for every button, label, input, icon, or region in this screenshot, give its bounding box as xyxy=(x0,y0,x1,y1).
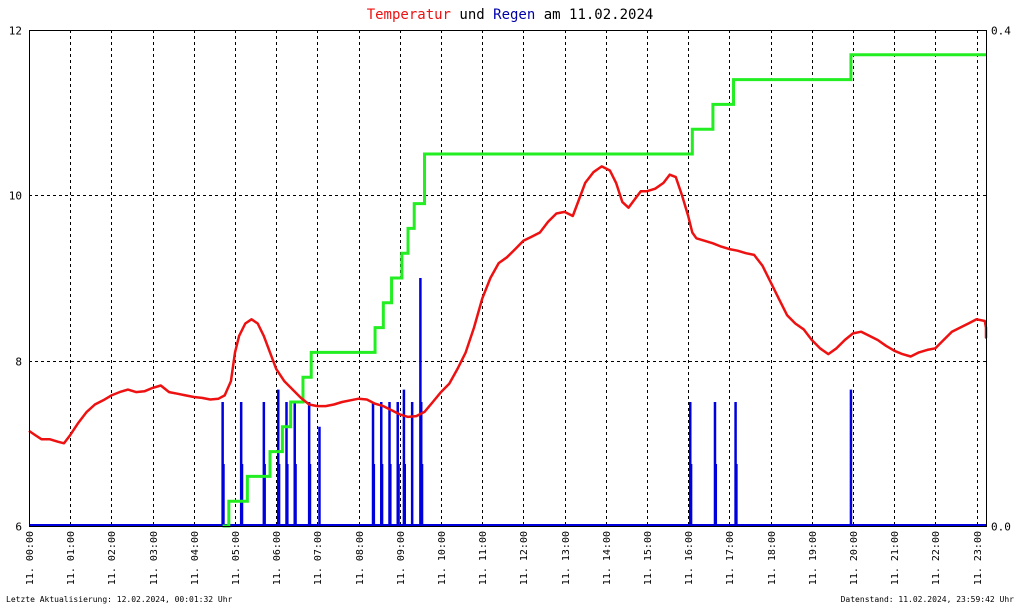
plot-frame xyxy=(29,30,987,527)
x-tick-label: 11. 17:00 xyxy=(725,531,736,585)
title-regen: Regen xyxy=(493,7,535,23)
y-left-tick-label: 8 xyxy=(15,356,22,369)
y-right-tick-label: 0.4 xyxy=(991,25,1011,38)
footer-data-status: Datenstand: 11.02.2024, 23:59:42 Uhr xyxy=(841,595,1015,604)
title-temperatur: Temperatur xyxy=(367,7,451,23)
x-tick-label: 11. 23:00 xyxy=(973,531,984,585)
x-tick-label: 11. 08:00 xyxy=(355,531,366,585)
rain-cumulative-line xyxy=(222,53,986,528)
x-tick-label: 11. 21:00 xyxy=(890,531,901,585)
x-tick-label: 11. 22:00 xyxy=(931,531,942,585)
chart-title: Temperatur und Regen am 11.02.2024 xyxy=(367,7,654,23)
tick-label-layer: 11. 00:00 11. 01:00 11. 02:00 11. 03:00 11. … xyxy=(9,25,1011,586)
footer-last-update: Letzte Aktualisierung: 12.02.2024, 00:01… xyxy=(6,595,233,604)
y-right-tick-label: 0.0 xyxy=(991,521,1011,534)
x-tick-label: 11. 05:00 xyxy=(231,531,242,585)
x-tick-label: 11. 01:00 xyxy=(66,531,77,585)
y-left-tick-label: 12 xyxy=(9,25,22,38)
x-tick-label: 11. 20:00 xyxy=(849,531,860,585)
grid-layer xyxy=(29,30,986,526)
temperature-layer xyxy=(28,165,988,445)
temperature-line xyxy=(28,165,988,445)
rain-bar-layer xyxy=(29,278,986,526)
axis-layer xyxy=(29,30,987,527)
x-tick-label: 11. 03:00 xyxy=(149,531,160,585)
x-tick-label: 11. 06:00 xyxy=(272,531,283,585)
x-tick-label: 11. 09:00 xyxy=(396,531,407,585)
y-left-tick-label: 6 xyxy=(15,521,22,534)
x-tick-label: 11. 04:00 xyxy=(190,531,201,585)
x-tick-label: 11. 14:00 xyxy=(602,531,613,585)
title-und: und xyxy=(451,7,493,23)
x-tick-label: 11. 12:00 xyxy=(519,531,530,585)
x-tick-label: 11. 07:00 xyxy=(313,531,324,585)
title-date: am 11.02.2024 xyxy=(535,7,653,23)
x-tick-label: 11. 16:00 xyxy=(684,531,695,585)
x-tick-label: 11. 18:00 xyxy=(767,531,778,585)
rain-cumulative-layer xyxy=(222,53,986,528)
x-tick-label: 11. 02:00 xyxy=(107,531,118,585)
x-tick-label: 11. 11:00 xyxy=(478,531,489,585)
x-tick-label: 11. 10:00 xyxy=(437,531,448,585)
y-left-tick-label: 10 xyxy=(9,190,22,203)
x-tick-label: 11. 00:00 xyxy=(25,531,36,585)
x-tick-label: 11. 19:00 xyxy=(808,531,819,585)
x-tick-label: 11. 13:00 xyxy=(561,531,572,585)
x-tick-label: 11. 15:00 xyxy=(643,531,654,585)
